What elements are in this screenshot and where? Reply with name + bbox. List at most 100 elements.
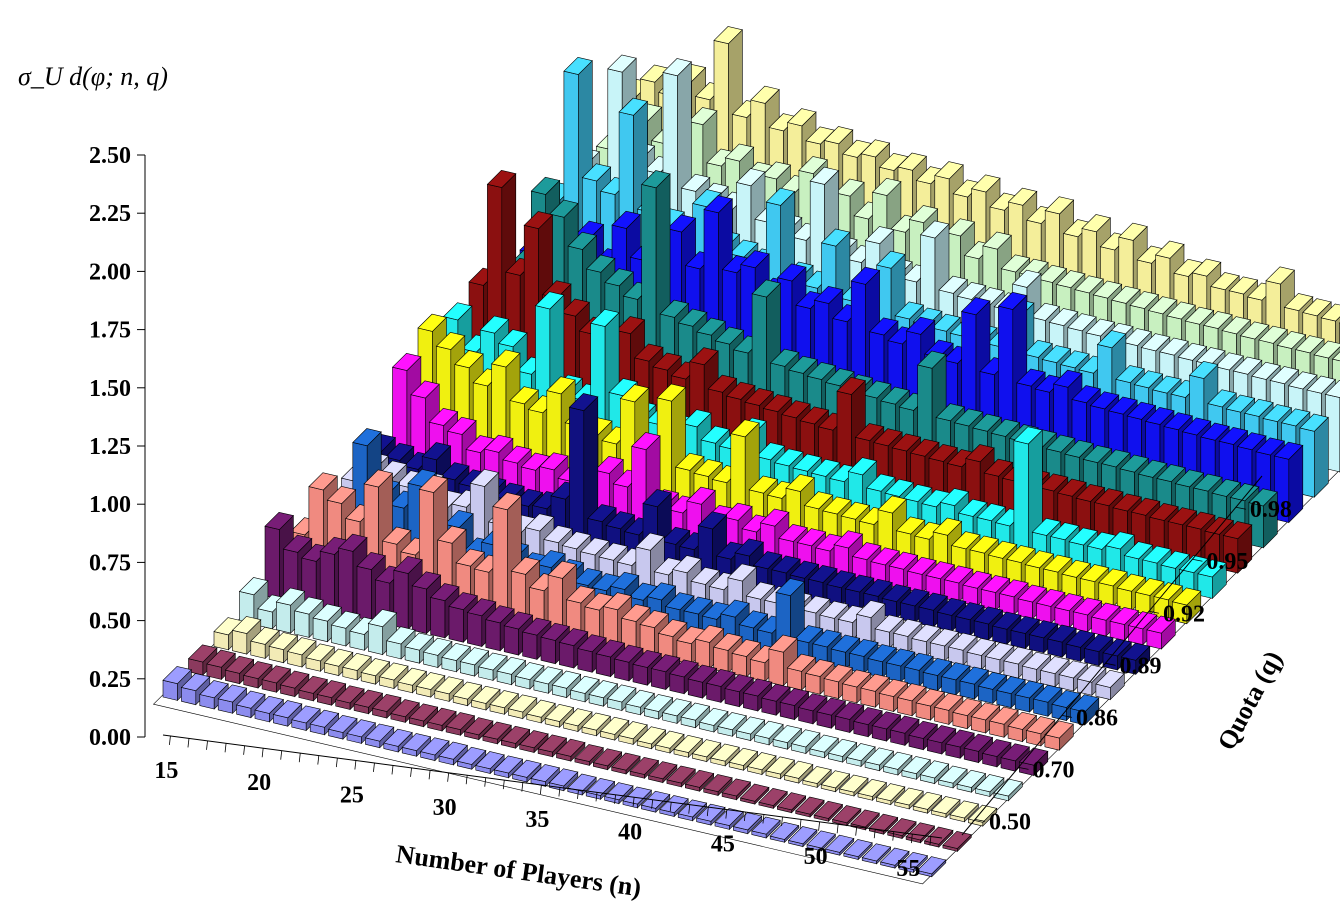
bar-top [261,665,292,684]
bar-top [835,178,865,197]
bar-top [902,484,933,503]
bar-top [1258,325,1288,344]
bar-top [827,738,858,757]
bar-top [452,681,483,700]
bar-top [732,812,763,831]
bar-top [268,632,299,651]
bar-top [410,380,440,399]
bar-top [839,774,869,793]
bar-top [447,416,477,435]
bar-top [1191,258,1222,277]
bar-front [577,648,593,673]
bar-top [754,720,784,739]
bar-front [312,617,328,643]
bar-top [706,668,736,687]
bar-top [751,279,782,298]
bar-top [1225,394,1256,413]
bar-q0.93-n46 [1013,426,1043,557]
bar-top [834,701,865,720]
bar-front [411,585,427,634]
bar-top [999,579,1029,598]
x-tick-label: 30 [433,795,457,821]
bar-top [713,26,743,45]
bar-top [745,581,776,600]
bar-top [530,176,561,195]
bar-top [990,418,1021,437]
bar-top [393,555,423,574]
bar-top [1178,555,1209,574]
bar-q0.97-n56 [1299,413,1329,498]
bar-top [677,308,708,327]
bar-top [864,747,895,766]
bar-q0.60-n38 [611,752,641,775]
bar-top [1184,306,1215,325]
bar-top [871,177,902,196]
bar-top [604,268,634,287]
x-tick-mark [781,816,783,826]
q-tick-mark [1018,766,1029,770]
bar-top [489,690,519,709]
x-tick-mark [502,780,505,790]
x-tick-label: 20 [247,770,271,796]
x-tick-mark [354,760,357,770]
bar-top [928,443,958,462]
bar-q0.80-n34 [588,680,619,707]
bar-top [816,697,846,716]
bar-top [798,693,828,712]
x-tick-mark [855,826,858,836]
bar-top [1193,473,1223,492]
bar-top [391,352,422,371]
bar-top [1081,214,1111,233]
bar-q0.70-n31 [507,694,538,720]
x-tick-mark [743,811,746,822]
bar-top [1007,711,1038,730]
bar-top [790,729,821,748]
bar-top [959,666,989,685]
bar-top [563,56,593,75]
bar-q0.70-n26 [415,672,446,698]
bar-top [1037,264,1068,283]
bar-top [335,685,365,704]
bar-q0.60-n56 [942,830,972,853]
bar-top [294,596,324,615]
bar-q0.80-n29 [496,656,527,686]
bar-top [812,629,842,648]
bar-top [544,703,575,722]
bar-q0.60-n47 [776,792,807,814]
bar-top [636,726,667,745]
bar-q0.70-n43 [728,747,759,771]
bar-top [905,822,936,841]
bar-front [448,605,464,643]
bar-top [1280,408,1311,427]
bar-q0.50-n34 [512,759,542,783]
bar-top [397,667,427,686]
bar-top [843,839,873,858]
bar-q0.70-n48 [820,770,851,793]
bar-q0.60-n23 [335,685,365,711]
bar-front [294,610,310,638]
bar-q0.60-n24 [353,689,384,715]
bar-top [1000,254,1031,273]
bar-top [1006,545,1036,564]
bar-top [599,716,630,735]
bar-q0.89-n41 [819,600,849,636]
bar-q0.70-n20 [305,643,335,673]
bar-top [726,381,756,400]
bar-top [961,297,991,316]
bar-top [696,317,726,336]
bar-q0.86-n55 [1000,743,1030,772]
bar-top [877,495,907,514]
bar-top [422,637,453,656]
bar-q0.60-n55 [923,826,954,848]
bar-top [641,170,671,189]
bar-top [558,628,589,647]
bar-q0.90-n40 [826,570,856,607]
bar-top [475,751,505,770]
bar-q0.50-n29 [420,737,450,762]
bar-q0.92-n56 [1171,587,1202,625]
x-tick-label: 50 [804,844,828,870]
bar-top [1024,550,1055,569]
bar-top [983,458,1014,477]
bar-top [568,393,599,412]
bar-top [360,658,391,677]
